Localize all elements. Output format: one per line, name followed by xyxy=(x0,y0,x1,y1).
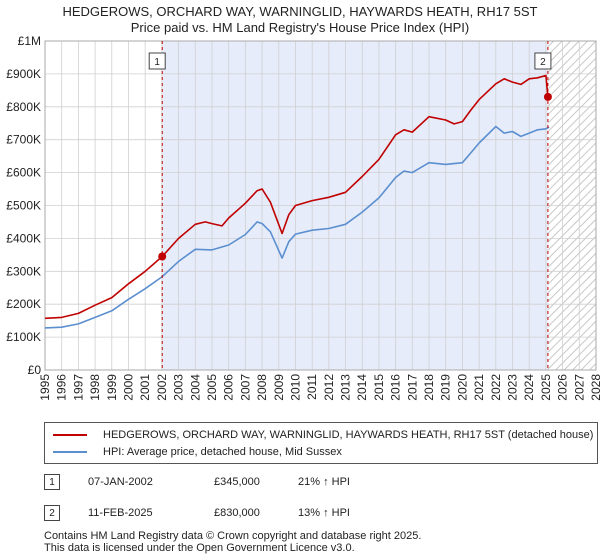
y-tick-label: £0 xyxy=(28,363,42,377)
chart-subtitle: Price paid vs. HM Land Registry's House … xyxy=(130,20,470,35)
sale-marker-label: 1 xyxy=(154,57,160,68)
chart-title: HEDGEROWS, ORCHARD WAY, WARNINGLID, HAYW… xyxy=(62,4,538,19)
transaction-hpi-diff: 13% ↑ HPI xyxy=(298,507,350,519)
x-tick-label: 2009 xyxy=(272,374,286,401)
x-tick-label: 2000 xyxy=(121,374,135,401)
transaction-price: £830,000 xyxy=(214,507,260,519)
x-tick-label: 1999 xyxy=(105,374,119,401)
x-tick-label: 2014 xyxy=(355,374,369,401)
legend-line-property xyxy=(53,434,87,437)
sale-point xyxy=(158,252,167,261)
x-tick-label: 2007 xyxy=(238,374,252,401)
legend-item-property: HEDGEROWS, ORCHARD WAY, WARNINGLID, HAYW… xyxy=(53,429,593,441)
y-tick-label: £200K xyxy=(6,297,41,311)
x-tick-label: 2027 xyxy=(572,374,586,401)
transaction-marker: 2 xyxy=(44,505,60,521)
x-tick-label: 2022 xyxy=(489,374,503,401)
x-tick-label: 2024 xyxy=(522,374,536,401)
x-tick-label: 2005 xyxy=(205,374,219,401)
legend-label-hpi: HPI: Average price, detached house, Mid … xyxy=(103,446,342,458)
x-tick-label: 2012 xyxy=(322,374,336,401)
x-tick-label: 2013 xyxy=(339,374,353,401)
sale-marker-box xyxy=(148,52,166,70)
transaction-date: 11-FEB-2025 xyxy=(88,507,153,519)
transaction-marker: 1 xyxy=(44,474,60,490)
y-tick-label: £100K xyxy=(6,330,41,344)
x-tick-label: 2021 xyxy=(472,374,486,401)
legend-item-hpi: HPI: Average price, detached house, Mid … xyxy=(53,446,342,458)
transaction-row: 2 11-FEB-2025 £830,000 13% ↑ HPI xyxy=(44,505,584,525)
x-tick-label: 2008 xyxy=(255,374,269,401)
sale-marker-label: 2 xyxy=(540,57,546,68)
sale-point xyxy=(543,92,552,101)
footer-copyright: Contains HM Land Registry data © Crown c… xyxy=(44,530,422,542)
footer: Contains HM Land Registry data © Crown c… xyxy=(44,530,421,554)
y-tick-label: £400K xyxy=(6,231,41,245)
transaction-date: 07-JAN-2002 xyxy=(88,476,153,488)
y-tick-label: £600K xyxy=(6,166,41,180)
transaction-row: 1 07-JAN-2002 £345,000 21% ↑ HPI xyxy=(44,474,584,494)
price-chart: £0 £100K £200K £300K £400K £500K £600K £700K £80… xyxy=(6,34,600,401)
x-tick-label: 2002 xyxy=(155,374,169,401)
y-tick-label: £800K xyxy=(6,100,41,114)
transaction-hpi-diff: 21% ↑ HPI xyxy=(298,476,350,488)
y-tick-label: £500K xyxy=(6,199,41,213)
x-tick-label: 2023 xyxy=(506,374,520,401)
x-tick-label: 2001 xyxy=(138,374,152,401)
y-tick-label: £300K xyxy=(6,264,41,278)
x-tick-label: 2020 xyxy=(455,374,469,401)
legend-label-property: HEDGEROWS, ORCHARD WAY, WARNINGLID, HAYW… xyxy=(103,429,594,441)
y-tick-label: £900K xyxy=(6,67,41,81)
x-tick-label: 1998 xyxy=(88,374,102,401)
x-tick-label: 2026 xyxy=(556,374,570,401)
x-tick-label: 2003 xyxy=(172,374,186,401)
x-tick-label: 2018 xyxy=(422,374,436,401)
sale-marker-box xyxy=(534,52,552,70)
legend-line-hpi xyxy=(53,451,87,454)
x-tick-label: 2019 xyxy=(439,374,453,401)
x-tick-label: 2011 xyxy=(305,374,319,400)
x-tick-label: 2016 xyxy=(389,374,403,401)
x-tick-label: 2010 xyxy=(288,374,302,401)
x-tick-label: 1995 xyxy=(38,374,52,401)
y-tick-label: £1M xyxy=(18,34,41,48)
y-tick-label: £700K xyxy=(6,133,41,147)
hpi-line xyxy=(44,125,550,329)
x-tick-label: 2006 xyxy=(222,374,236,401)
x-tick-label: 1996 xyxy=(55,374,69,401)
footer-licence: This data is licensed under the Open Gov… xyxy=(44,542,355,554)
x-tick-label: 1997 xyxy=(71,374,85,401)
transaction-price: £345,000 xyxy=(214,476,260,488)
plot-border xyxy=(44,40,597,371)
legend: HEDGEROWS, ORCHARD WAY, WARNINGLID, HAYW… xyxy=(44,422,598,464)
x-tick-label: 2015 xyxy=(372,374,386,401)
x-tick-label: 2028 xyxy=(589,374,600,401)
x-tick-label: 2004 xyxy=(188,374,202,401)
x-tick-label: 2025 xyxy=(539,374,553,401)
x-tick-label: 2017 xyxy=(405,374,419,401)
